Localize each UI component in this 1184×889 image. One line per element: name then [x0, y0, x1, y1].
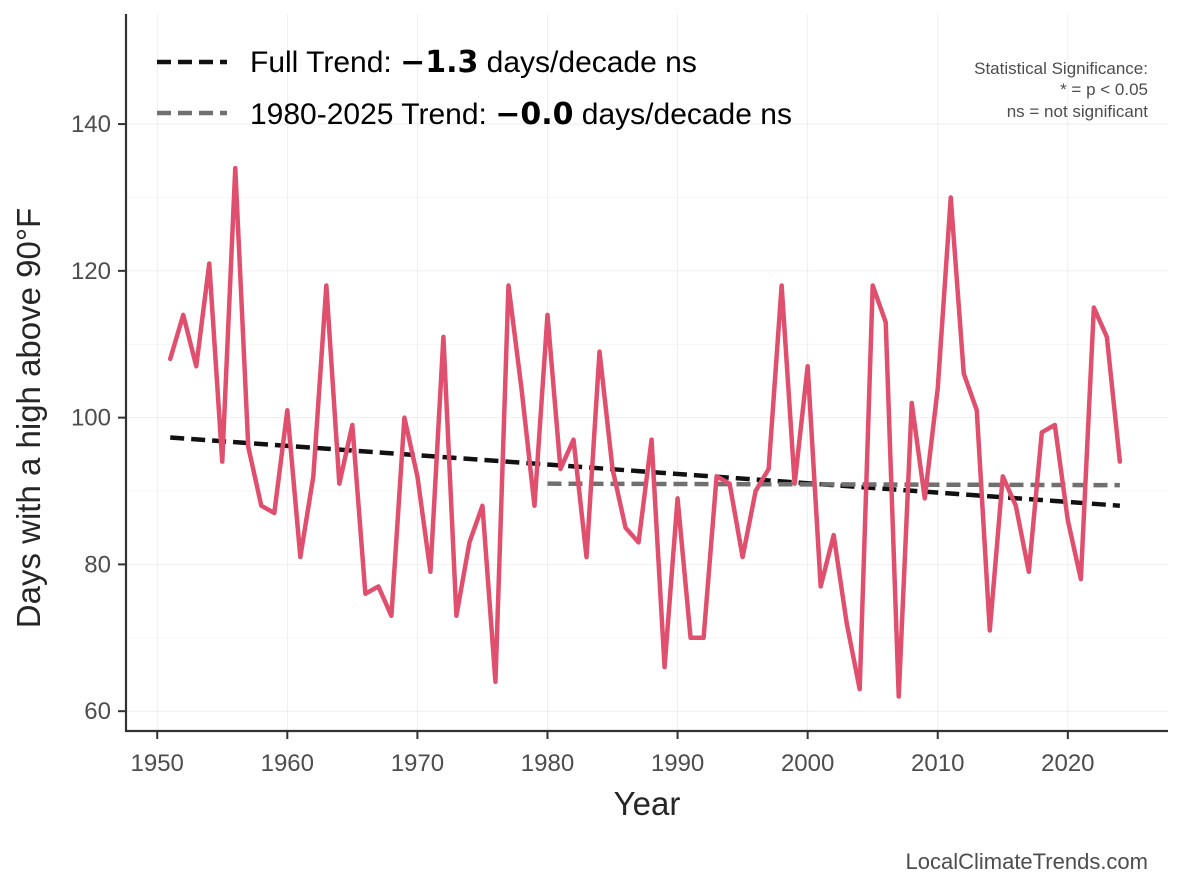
x-axis-title: Year	[614, 785, 681, 822]
x-tick-label-1970: 1970	[391, 750, 444, 777]
y-tick-label-140: 140	[71, 111, 111, 138]
y-tick-label-120: 120	[71, 258, 111, 285]
x-tick-label-1950: 1950	[131, 750, 184, 777]
trend-line-recent	[547, 481, 1120, 488]
legend: Full Trend: −1.3 days/decade ns 1980-202…	[157, 45, 792, 132]
x-tick-label-1990: 1990	[651, 750, 704, 777]
x-tick-label-1980: 1980	[521, 750, 574, 777]
y-tick-label-100: 100	[71, 405, 111, 432]
legend-label-recent-trend: 1980-2025 Trend: −0.0 days/decade ns	[250, 97, 792, 132]
x-tick-label-1960: 1960	[261, 750, 314, 777]
credit-text: LocalClimateTrends.com	[906, 849, 1149, 874]
x-tick-label-2010: 2010	[911, 750, 964, 777]
x-tick-label-2000: 2000	[781, 750, 834, 777]
significance-ns: ns = not significant	[1007, 102, 1149, 121]
y-tick-label-60: 60	[84, 698, 111, 725]
legend-label-full-trend: Full Trend: −1.3 days/decade ns	[250, 45, 697, 80]
ticks: 1950 1960 1970 1980 1990 2000 2010 2020 60 80 100 1…	[71, 111, 1095, 777]
y-axis-title: Days with a high above 90°F	[10, 208, 47, 628]
significance-note: Statistical Significance: * = p < 0.05 n…	[974, 59, 1148, 121]
y-tick-label-80: 80	[84, 551, 111, 578]
series-line-days-above-90f	[167, 165, 1123, 699]
trend-lines	[170, 435, 1121, 508]
significance-star: * = p < 0.05	[1060, 80, 1148, 99]
x-tick-label-2020: 2020	[1041, 750, 1094, 777]
significance-title: Statistical Significance:	[974, 59, 1148, 78]
axes	[124, 14, 1168, 733]
trend-line-full	[170, 435, 1121, 508]
